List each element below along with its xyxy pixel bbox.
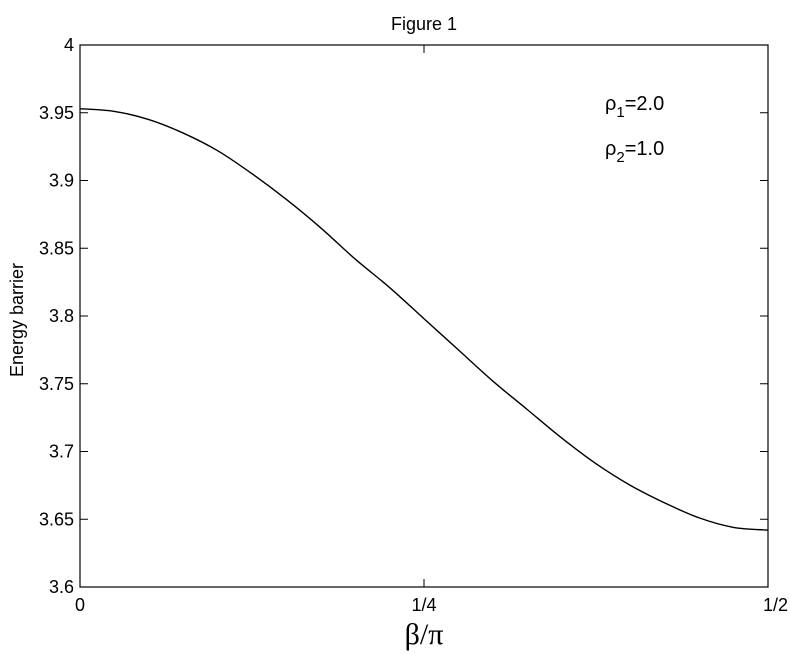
y-tick-label: 3.95 — [39, 103, 74, 123]
y-tick-label: 4 — [64, 35, 74, 55]
annotation-label: ρ2=1.0 — [605, 138, 664, 166]
annotation-label: ρ1=2.0 — [605, 93, 664, 121]
axis-ticks: 3.6 3.65 3.7 3.75 3.8 3.85 3.9 3.95 4 0 1/4 1/2 — [39, 35, 788, 615]
y-tick-label: 3.75 — [39, 374, 74, 394]
annotations: ρ1=2.0 ρ2=1.0 — [605, 93, 664, 166]
series-layer — [79, 107, 769, 531]
y-tick-label: 3.9 — [49, 171, 74, 191]
y-tick-label: 3.6 — [49, 577, 74, 597]
x-tick-label: 1/4 — [411, 595, 436, 615]
x-tick-label: 1/2 — [763, 595, 788, 615]
plot-area-frame — [79, 44, 769, 588]
series-line — [79, 107, 769, 531]
y-tick-label: 3.85 — [39, 238, 74, 258]
y-tick-label: 3.8 — [49, 306, 74, 326]
y-axis-label: Energy barrier — [7, 263, 27, 377]
chart-title: Figure 1 — [391, 14, 457, 34]
y-tick-label: 3.65 — [39, 509, 74, 529]
y-tick-label: 3.7 — [49, 442, 74, 462]
x-tick-label: 0 — [75, 595, 85, 615]
x-axis-label: β/π — [405, 618, 444, 651]
